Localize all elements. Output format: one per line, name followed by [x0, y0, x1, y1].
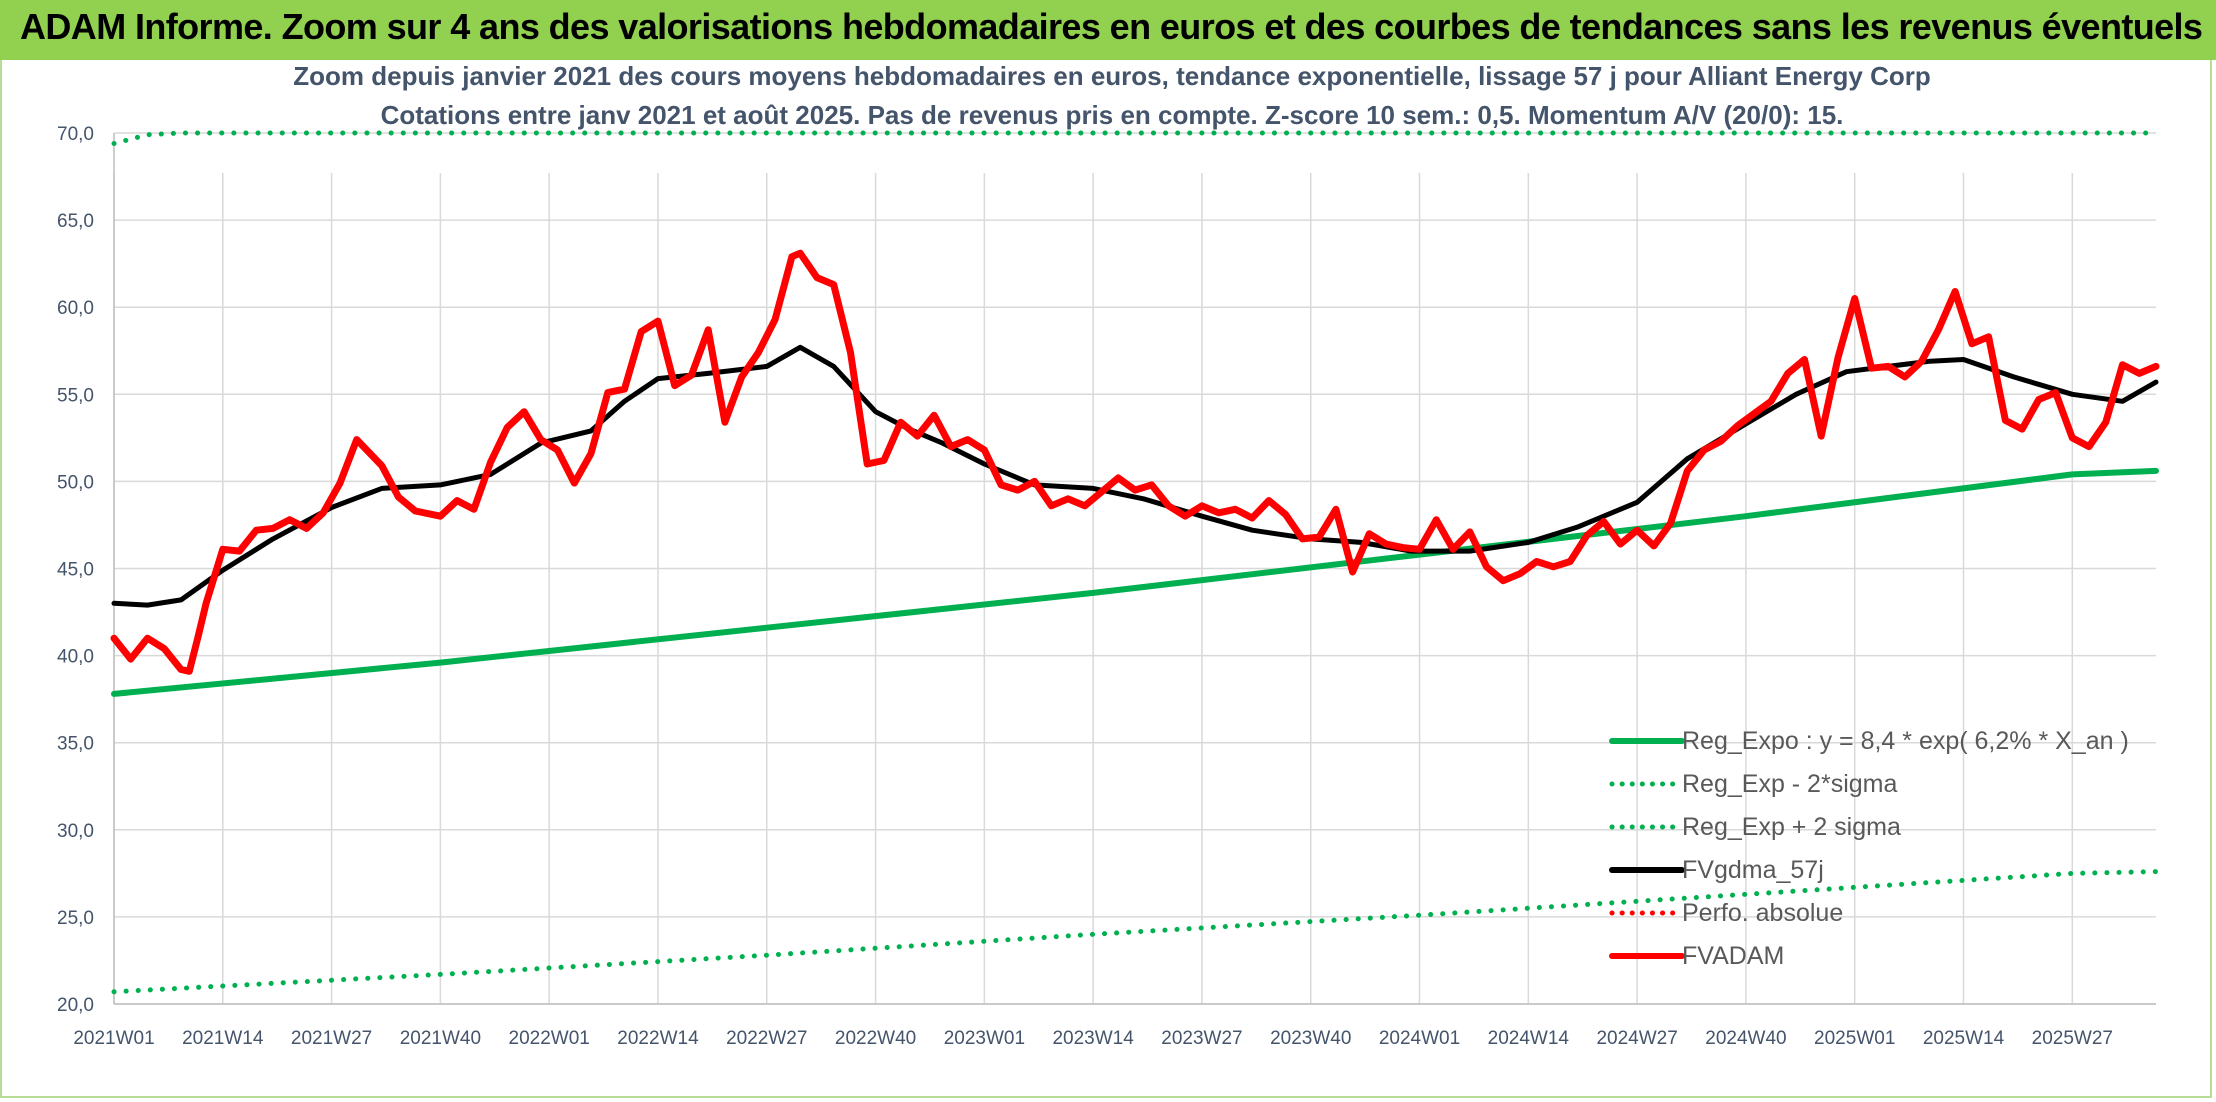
legend-label: Reg_Exp + 2 sigma	[1682, 813, 1901, 841]
x-tick-label: 2023W40	[1270, 1028, 1351, 1049]
series-line-reg-exp-2-sigma	[111, 130, 2159, 146]
x-tick-label: 2021W01	[73, 1028, 154, 1049]
x-tick-label: 2024W40	[1705, 1028, 1786, 1049]
y-tick-label: 65,0	[57, 211, 94, 232]
x-tick-label: 2023W14	[1052, 1028, 1134, 1049]
x-tick-label: 2025W01	[1814, 1028, 1895, 1049]
y-tick-label: 30,0	[57, 821, 94, 842]
x-tick-label: 2022W40	[835, 1028, 916, 1049]
banner-title: ADAM Informe. Zoom sur 4 ans des valoris…	[20, 6, 2203, 47]
series-line-reg-exp-2-sigma	[111, 869, 2159, 995]
legend-label: Perfo. absolue	[1682, 899, 1843, 927]
y-tick-label: 55,0	[57, 385, 94, 406]
title-banner: ADAM Informe. Zoom sur 4 ans des valoris…	[0, 0, 2216, 60]
y-tick-label: 50,0	[57, 472, 94, 493]
x-tick-label: 2022W14	[617, 1028, 699, 1049]
y-tick-label: 45,0	[57, 560, 94, 581]
x-tick-label: 2023W01	[944, 1028, 1025, 1049]
x-tick-label: 2021W27	[291, 1028, 372, 1049]
y-tick-label: 60,0	[57, 298, 94, 319]
chart-subtitle: Cotations entre janv 2021 et août 2025. …	[381, 100, 1844, 130]
x-tick-label: 2022W01	[509, 1028, 590, 1049]
legend-label: FVADAM	[1682, 942, 1784, 970]
x-tick-label: 2023W27	[1161, 1028, 1242, 1049]
x-tick-label: 2025W27	[2032, 1028, 2113, 1049]
chart-frame: 20,0 25,0 30,0 35,0 40,0 45,0 50,0 55,0 60,0 65,0…	[0, 60, 2212, 1098]
chart-title: Zoom depuis janvier 2021 des cours moyen…	[293, 61, 1931, 91]
series-line-fvgdma-57j	[111, 344, 2159, 608]
y-tick-label: 70,0	[57, 124, 94, 145]
x-tick-label: 2025W14	[1923, 1028, 2005, 1049]
y-tick-label: 35,0	[57, 734, 94, 755]
line-chart: 20,0 25,0 30,0 35,0 40,0 45,0 50,0 55,0 60,0 65,0…	[57, 61, 2160, 1049]
legend: Reg_Expo : y = 8,4 * exp( 6,2% * X_an ) R…	[1609, 727, 2129, 970]
y-tick-label: 25,0	[57, 908, 94, 929]
x-tick-label: 2021W40	[400, 1028, 481, 1049]
legend-label: Reg_Exp - 2*sigma	[1682, 770, 1897, 798]
x-tick-label: 2022W27	[726, 1028, 807, 1049]
y-tick-label: 40,0	[57, 647, 94, 668]
series-line-fvadam	[110, 249, 2160, 675]
axes: 20,0 25,0 30,0 35,0 40,0 45,0 50,0 55,0 60,0 65,0…	[57, 124, 2156, 1049]
series-line-reg-expo-y-8-4-exp-6-2-x-an	[111, 467, 2159, 697]
x-tick-label: 2024W14	[1488, 1028, 1570, 1049]
series-lines	[110, 130, 2160, 995]
x-tick-label: 2021W14	[182, 1028, 264, 1049]
gridlines	[113, 132, 2156, 1005]
chart-titles: Zoom depuis janvier 2021 des cours moyen…	[293, 61, 1931, 130]
x-tick-label: 2024W27	[1596, 1028, 1677, 1049]
legend-label: Reg_Expo : y = 8,4 * exp( 6,2% * X_an )	[1682, 727, 2129, 755]
y-tick-label: 20,0	[57, 995, 94, 1016]
x-tick-label: 2024W01	[1379, 1028, 1460, 1049]
legend-label: FVgdma_57j	[1682, 856, 1824, 884]
